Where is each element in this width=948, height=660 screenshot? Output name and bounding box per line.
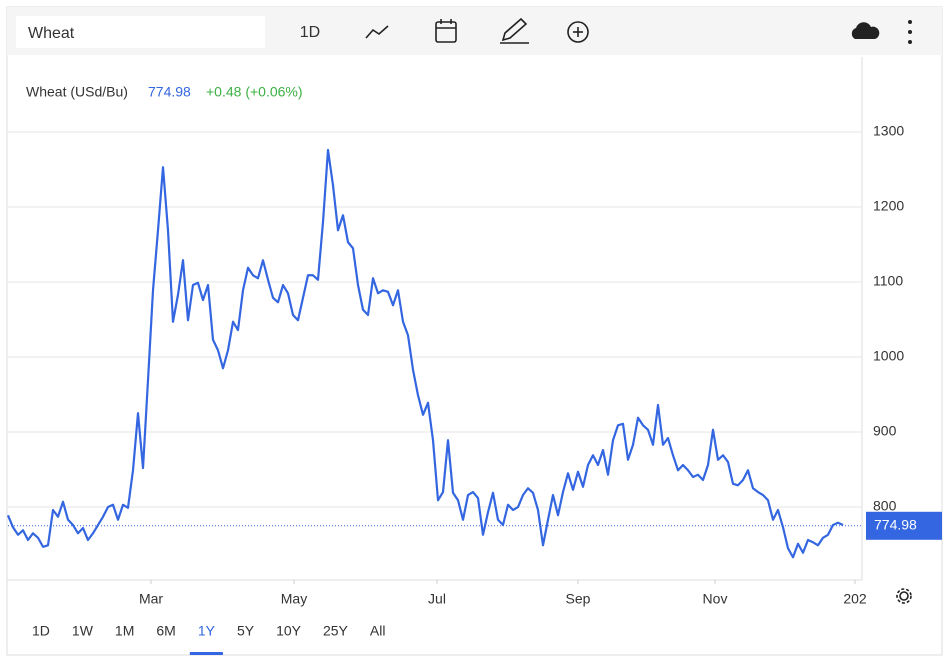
y-tick-label: 1000 xyxy=(873,348,904,364)
add-icon[interactable] xyxy=(567,21,589,43)
search-box[interactable] xyxy=(16,16,265,48)
price: 774.98 xyxy=(148,84,191,100)
calendar-icon[interactable] xyxy=(435,19,457,43)
x-tick-label: May xyxy=(281,591,307,607)
range-button[interactable]: 10Y xyxy=(276,623,302,639)
range-button[interactable]: 6M xyxy=(156,623,175,639)
range-button[interactable]: 1M xyxy=(115,623,134,639)
y-tick-label: 900 xyxy=(873,423,897,439)
chart-title: Wheat (USd/Bu) xyxy=(26,84,128,100)
range-button[interactable]: All xyxy=(370,623,386,639)
range-button[interactable]: 1W xyxy=(72,623,94,639)
range-bar: 1D 1W 1M 6M 1Y 5Y 10Y 25Y All xyxy=(32,623,385,655)
y-tick-label: 1300 xyxy=(873,123,904,139)
download-icon[interactable] xyxy=(851,22,880,39)
y-tick-label: 800 xyxy=(873,498,897,514)
search-text[interactable]: Wheat xyxy=(28,25,75,42)
range-selected-underline xyxy=(189,652,223,655)
x-tick-label: Mar xyxy=(139,591,163,607)
chart-type-icon[interactable] xyxy=(365,25,389,39)
range-button[interactable]: 1Y xyxy=(198,623,216,639)
range-button[interactable]: 25Y xyxy=(323,623,349,639)
y-tick-label: 1200 xyxy=(873,198,904,214)
change: +0.48 (+0.06%) xyxy=(206,84,303,100)
settings-icon[interactable] xyxy=(896,588,912,604)
last-price-label: 774.98 xyxy=(874,516,917,532)
x-tick-label: Jul xyxy=(428,591,446,607)
range-button[interactable]: 1D xyxy=(32,623,50,639)
range-button[interactable]: 5Y xyxy=(237,623,255,639)
price-line xyxy=(6,148,844,559)
last-price-box xyxy=(866,511,942,540)
menu-icon[interactable] xyxy=(908,20,912,44)
interval-button[interactable]: 1D xyxy=(300,24,320,41)
y-tick-label: 1100 xyxy=(873,273,903,289)
draw-icon[interactable] xyxy=(500,17,529,44)
x-tick-label: Nov xyxy=(703,591,728,607)
plot: 800 900 1000 1100 1200 1300 Mar May Jul Sep Nov 202… xyxy=(6,123,942,607)
frame xyxy=(6,6,943,656)
x-tick-label: 202 xyxy=(843,591,867,607)
x-tick-label: Sep xyxy=(566,591,591,607)
